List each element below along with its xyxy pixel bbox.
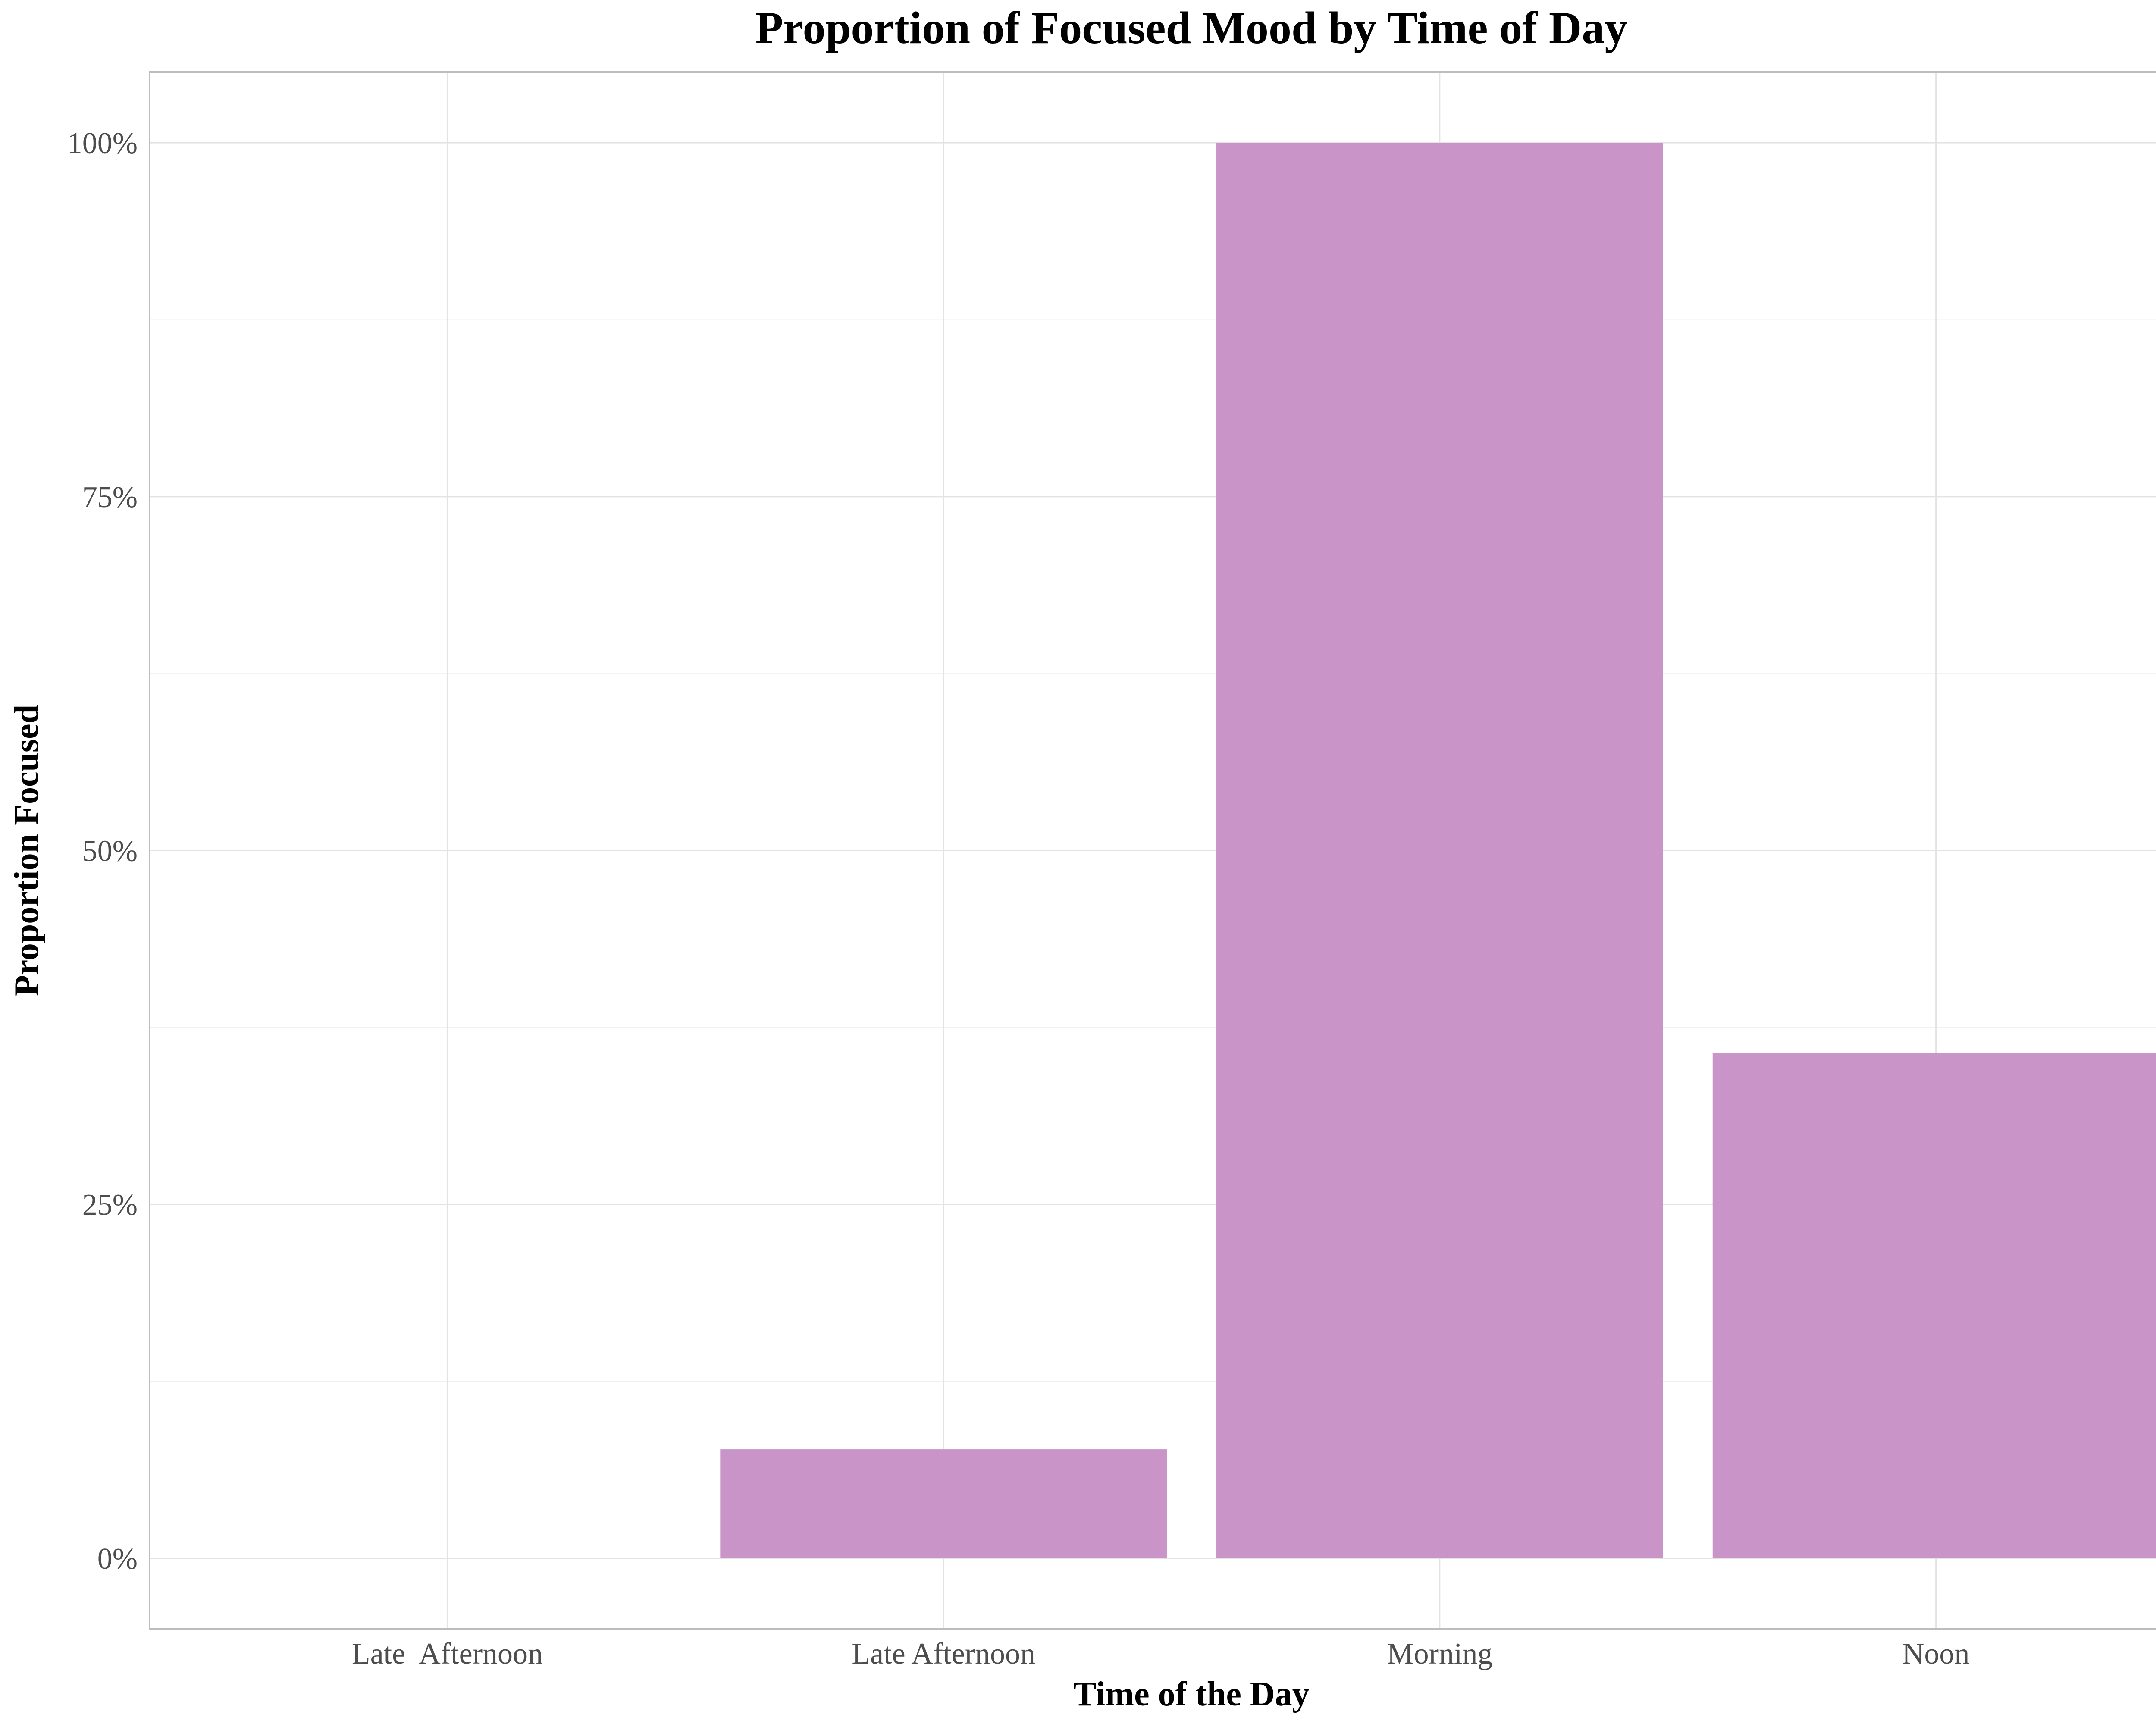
y-tick-label: 25%: [82, 1188, 138, 1222]
y-tick-label: 100%: [67, 127, 138, 160]
y-tick-label: 0%: [97, 1542, 138, 1576]
x-tick-label: Noon: [1902, 1637, 1970, 1671]
y-tick-label: 50%: [82, 835, 138, 868]
x-tick-label: Late Afternoon: [852, 1637, 1035, 1671]
x-tick-label: Morning: [1387, 1637, 1492, 1671]
bar: [720, 1449, 1167, 1558]
y-tick-label: 75%: [82, 481, 138, 514]
chart-title: Proportion of Focused Mood by Time of Da…: [755, 3, 1628, 53]
x-tick-label: Late Afternoon: [352, 1637, 543, 1671]
bar: [1713, 1053, 2156, 1558]
y-axis-title: Proportion Focused: [8, 705, 46, 996]
bar: [1216, 143, 1663, 1558]
x-axis-title: Time of the Day: [1073, 1675, 1309, 1713]
